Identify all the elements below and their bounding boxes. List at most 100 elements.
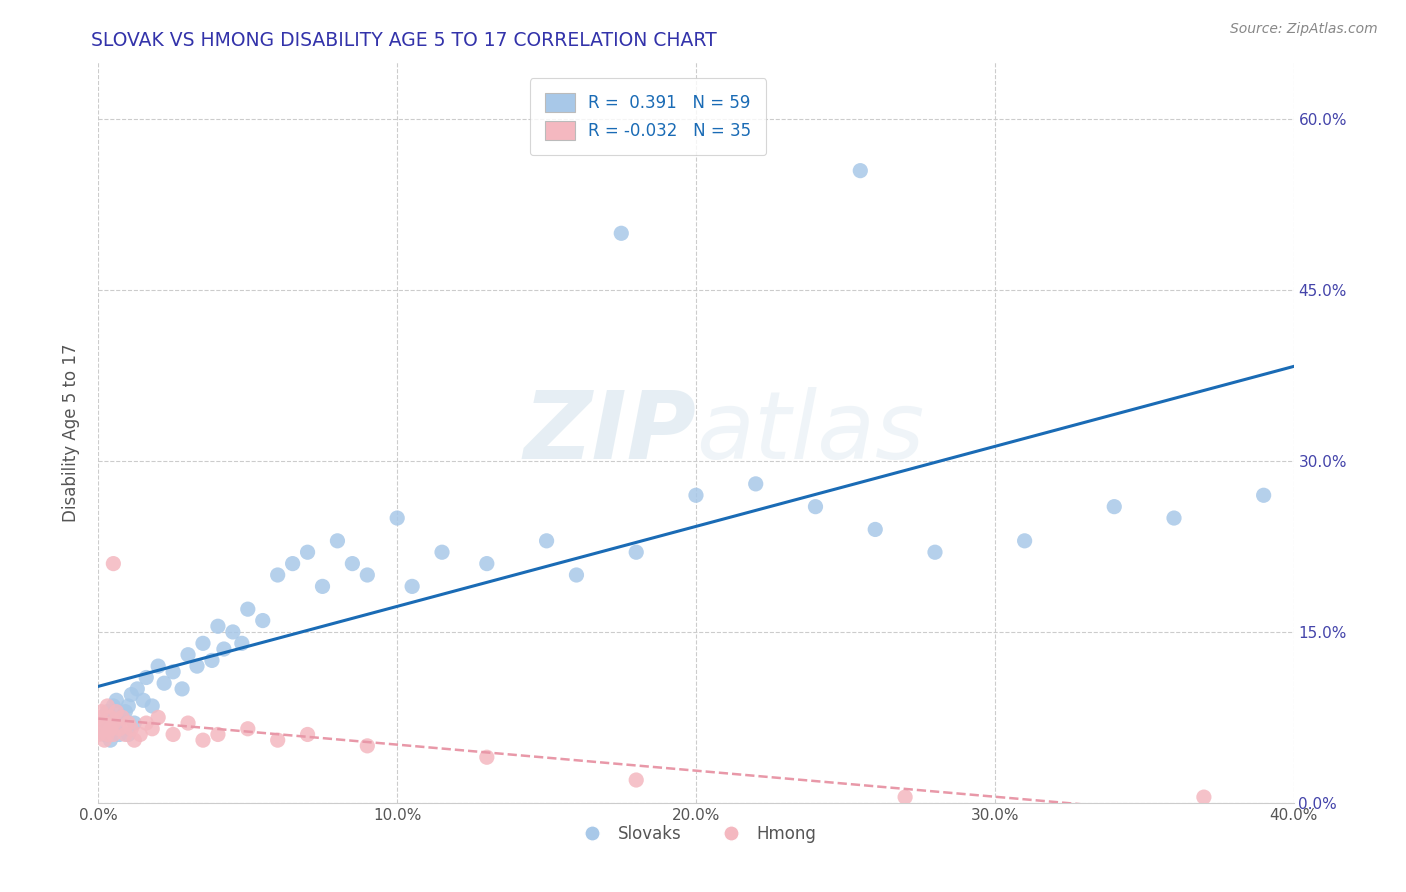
Point [236, 722, 259, 736]
Point [132, 693, 155, 707]
Point [356, 739, 378, 753]
Point [141, 722, 163, 736]
Text: SLOVAK VS HMONG DISABILITY AGE 5 TO 17 CORRELATION CHART: SLOVAK VS HMONG DISABILITY AGE 5 TO 17 C… [91, 31, 717, 50]
Point [96, 698, 118, 713]
Point [385, 511, 409, 525]
Point [565, 568, 588, 582]
Point [401, 579, 423, 593]
Point [103, 727, 125, 741]
Text: ZIP: ZIP [523, 386, 696, 479]
Point [96, 727, 118, 741]
Point [626, 772, 648, 787]
Point [148, 659, 170, 673]
Point [1163, 511, 1185, 525]
Point [1253, 488, 1275, 502]
Point [207, 727, 229, 741]
Point [1014, 533, 1036, 548]
Point [356, 568, 378, 582]
Point [87, 722, 110, 736]
Y-axis label: Disability Age 5 to 17: Disability Age 5 to 17 [62, 343, 80, 522]
Point [87, 710, 110, 724]
Point [894, 790, 917, 805]
Point [135, 671, 157, 685]
Point [201, 653, 224, 667]
Point [141, 698, 163, 713]
Point [96, 722, 118, 736]
Point [111, 710, 134, 724]
Point [191, 636, 214, 650]
Point [108, 722, 131, 736]
Point [297, 545, 319, 559]
Point [96, 705, 118, 719]
Point [103, 557, 125, 571]
Point [120, 722, 142, 736]
Point [342, 557, 364, 571]
Point [177, 648, 200, 662]
Point [117, 698, 139, 713]
Point [117, 716, 139, 731]
Point [135, 716, 157, 731]
Point [114, 727, 136, 741]
Point [924, 545, 946, 559]
Point [1192, 790, 1215, 805]
Point [93, 733, 115, 747]
Point [177, 716, 200, 731]
Legend: Slovaks, Hmong: Slovaks, Hmong [569, 819, 823, 850]
Point [236, 602, 259, 616]
Point [267, 733, 290, 747]
Point [98, 722, 122, 736]
Point [626, 545, 648, 559]
Point [124, 733, 146, 747]
Point [90, 705, 112, 719]
Text: atlas: atlas [696, 387, 924, 478]
Point [103, 716, 125, 731]
Point [610, 227, 633, 241]
Point [281, 557, 304, 571]
Text: Source: ZipAtlas.com: Source: ZipAtlas.com [1230, 22, 1378, 37]
Point [191, 733, 214, 747]
Point [804, 500, 827, 514]
Point [105, 705, 128, 719]
Point [93, 727, 115, 741]
Point [475, 557, 498, 571]
Point [536, 533, 558, 548]
Point [222, 624, 245, 639]
Point [207, 619, 229, 633]
Point [93, 716, 115, 731]
Point [105, 716, 128, 731]
Point [98, 710, 122, 724]
Point [212, 642, 235, 657]
Point [153, 676, 176, 690]
Point [186, 659, 208, 673]
Point [124, 716, 146, 731]
Point [297, 727, 319, 741]
Point [1104, 500, 1126, 514]
Point [326, 533, 349, 548]
Point [252, 614, 274, 628]
Point [114, 705, 136, 719]
Point [162, 727, 184, 741]
Point [685, 488, 707, 502]
Point [231, 636, 253, 650]
Point [103, 698, 125, 713]
Point [311, 579, 333, 593]
Point [865, 523, 887, 537]
Point [117, 727, 139, 741]
Point [90, 722, 112, 736]
Point [98, 733, 122, 747]
Point [120, 688, 142, 702]
Point [430, 545, 453, 559]
Point [90, 716, 112, 731]
Point [103, 722, 125, 736]
Point [111, 710, 134, 724]
Point [172, 681, 194, 696]
Point [127, 681, 149, 696]
Point [108, 727, 131, 741]
Point [267, 568, 290, 582]
Point [87, 727, 110, 741]
Point [148, 710, 170, 724]
Point [475, 750, 498, 764]
Point [849, 163, 872, 178]
Point [129, 727, 152, 741]
Point [105, 693, 128, 707]
